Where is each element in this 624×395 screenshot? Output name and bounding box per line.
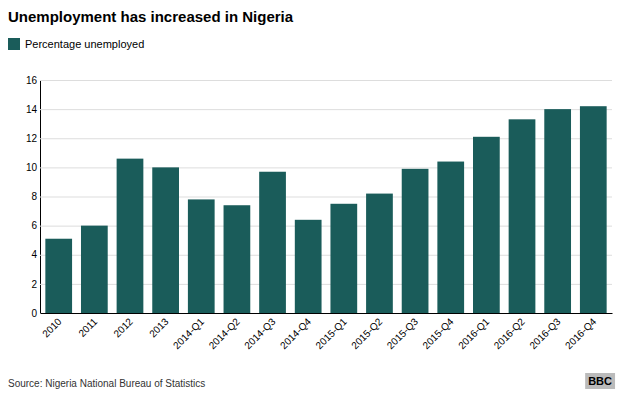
x-tick-label: 2015-Q4 xyxy=(420,316,456,352)
x-tick-label: 2012 xyxy=(111,316,135,340)
bars xyxy=(45,106,606,313)
y-tick-label: 8 xyxy=(31,191,37,202)
grid-line xyxy=(40,109,612,110)
bar xyxy=(188,199,215,313)
x-tick-label: 2016-Q4 xyxy=(563,316,599,352)
grid-line xyxy=(40,80,612,81)
x-tick: 2016-Q4 xyxy=(563,316,599,352)
x-tick: 2016-Q2 xyxy=(492,316,528,352)
x-tick-label: 2015-Q2 xyxy=(349,316,385,352)
x-tick: 2015-Q3 xyxy=(385,316,421,352)
y-tick-label: 10 xyxy=(26,162,38,173)
legend: Percentage unemployed xyxy=(8,38,144,50)
chart-title: Unemployment has increased in Nigeria xyxy=(8,8,294,25)
y-tick: 14 xyxy=(26,104,612,115)
x-tick-label: 2014-Q4 xyxy=(278,316,314,352)
y-tick-label: 16 xyxy=(26,75,38,86)
y-tick-label: 2 xyxy=(31,279,37,290)
x-tick: 2014-Q3 xyxy=(242,316,278,352)
plot-area: 024681012141620102011201220132014-Q12014… xyxy=(26,75,613,351)
bar xyxy=(366,194,393,313)
x-tick: 2014-Q4 xyxy=(278,316,314,352)
source-note: Source: Nigeria National Bureau of Stati… xyxy=(8,378,205,389)
x-tick-label: 2016-Q3 xyxy=(527,316,563,352)
x-tick-label: 2014-Q1 xyxy=(171,316,207,352)
y-tick-label: 14 xyxy=(26,104,38,115)
x-tick-label: 2013 xyxy=(147,316,171,340)
brand-label: BBC xyxy=(585,373,615,389)
x-tick: 2016-Q3 xyxy=(527,316,563,352)
bar xyxy=(117,159,144,313)
bar xyxy=(259,172,286,313)
legend-swatch xyxy=(8,38,20,50)
bar xyxy=(45,239,72,313)
chart-svg: Unemployment has increased in Nigeria 0 2 4… xyxy=(0,0,624,395)
bar xyxy=(295,220,322,313)
bar xyxy=(544,109,571,313)
x-tick: 2014-Q2 xyxy=(207,316,243,352)
x-tick-label: 2015-Q3 xyxy=(385,316,421,352)
x-tick: 2014-Q1 xyxy=(171,316,207,352)
bar xyxy=(402,169,429,313)
x-axis-line xyxy=(41,313,613,314)
bar xyxy=(330,204,357,313)
x-tick-label: 2014-Q3 xyxy=(242,316,278,352)
brand-text: BBC xyxy=(588,375,612,387)
x-tick: 2013 xyxy=(147,316,171,340)
y-tick: 16 xyxy=(26,75,612,86)
x-tick: 2015-Q1 xyxy=(313,316,349,352)
bar xyxy=(580,106,607,313)
legend-label: Percentage unemployed xyxy=(25,38,144,50)
y-tick-label: 0 xyxy=(31,308,37,319)
bar xyxy=(509,119,536,313)
y-tick-label: 6 xyxy=(31,220,37,231)
legend-item: Percentage unemployed xyxy=(8,38,144,50)
x-tick-label: 2015-Q1 xyxy=(313,316,349,352)
x-tick-label: 2014-Q2 xyxy=(207,316,243,352)
bar xyxy=(473,137,500,313)
x-tick: 2015-Q2 xyxy=(349,316,385,352)
x-tick-label: 2016-Q2 xyxy=(492,316,528,352)
brand-box xyxy=(585,373,615,389)
x-axis: 20102011201220132014-Q12014-Q22014-Q3201… xyxy=(40,314,612,352)
x-tick: 2016-Q1 xyxy=(456,316,492,352)
bar xyxy=(81,226,108,313)
x-tick: 2011 xyxy=(76,316,99,339)
bar xyxy=(152,167,179,313)
x-tick-label: 2016-Q1 xyxy=(456,316,492,352)
x-tick-label: 2011 xyxy=(76,316,99,339)
x-tick: 2012 xyxy=(111,316,135,340)
y-tick-label: 4 xyxy=(31,249,37,260)
bar xyxy=(437,162,464,313)
bar xyxy=(224,205,251,313)
grid-line xyxy=(40,313,612,314)
x-tick: 2010 xyxy=(40,316,64,340)
x-tick: 2015-Q4 xyxy=(420,316,456,352)
x-tick-label: 2010 xyxy=(40,316,64,340)
y-axis: 0 2 4 6 8 10 12 14 16 xyxy=(26,75,612,319)
y-tick-label: 12 xyxy=(26,133,38,144)
